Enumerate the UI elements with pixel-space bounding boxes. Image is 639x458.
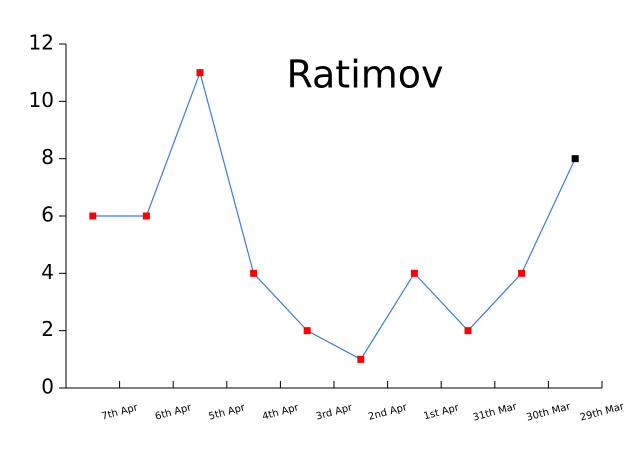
y-tick-label: 8 <box>41 145 54 169</box>
point <box>464 327 472 335</box>
x-tick-label: 29th Mar <box>579 401 626 424</box>
line <box>92 70 576 361</box>
point <box>142 212 150 220</box>
point <box>571 155 579 163</box>
x-tick-label: 6th Apr <box>154 402 194 422</box>
y-tick-label: 2 <box>41 317 54 341</box>
point <box>410 269 418 277</box>
x-tick-label: 3rd Apr <box>315 402 355 422</box>
y-tick-label: 6 <box>41 203 54 227</box>
x-tick-label: 4th Apr <box>261 402 301 422</box>
y-tick-label: 10 <box>29 88 54 112</box>
x-tick-label: 2nd Apr <box>367 402 409 423</box>
x-tick-label: 30th Mar <box>525 401 572 424</box>
y-tick-label: 0 <box>41 375 54 399</box>
point <box>89 212 97 220</box>
x-tick-label: 5th Apr <box>208 402 248 422</box>
x-tick-label: 1st Apr <box>423 402 461 422</box>
point <box>303 327 311 335</box>
y-tick-label: 4 <box>41 260 54 284</box>
x-tick-label: 7th Apr <box>100 402 140 422</box>
chart-title: Ratimov <box>286 53 443 97</box>
y-tick-label: 12 <box>29 31 54 55</box>
point <box>196 69 204 77</box>
point <box>357 355 365 363</box>
x-tick-label: 31th Mar <box>472 401 519 424</box>
point <box>518 269 526 277</box>
point <box>250 269 258 277</box>
